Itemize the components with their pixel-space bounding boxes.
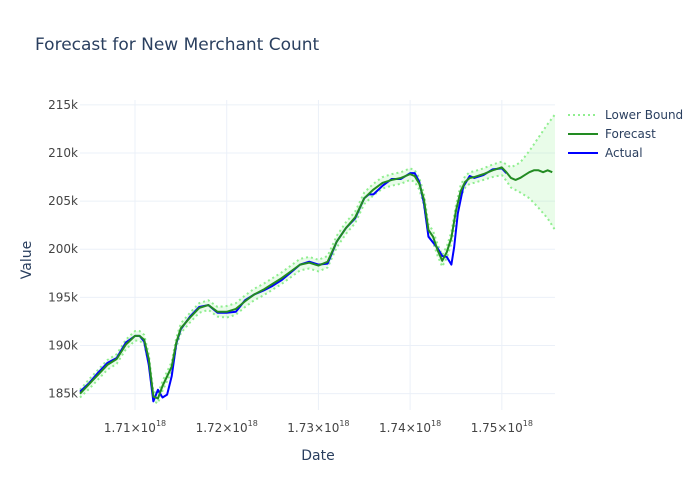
y-tick-label: 185k [48,387,78,401]
x-tick-label: 1.73×1018 [287,419,349,435]
x-tick-mantissa: 1.75 [471,421,498,435]
x-tick-label: 1.72×1018 [196,419,258,435]
legend-label: Actual [605,146,643,160]
legend-item-actual[interactable]: Actual [568,146,643,160]
x-tick-label: 1.74×1018 [379,419,441,435]
y-tick-label: 195k [48,290,78,304]
y-axis-title: Value [19,241,35,279]
y-tick-label: 215k [48,98,78,112]
x-tick-mantissa: 1.71 [104,421,131,435]
grid-layer [80,100,555,410]
x-tick-mantissa: 1.72 [196,421,223,435]
legend-item-lower-bound[interactable]: Lower Bound [568,108,683,122]
x-tick-exponent: 18 [248,419,258,428]
x-tick-multiplier: ×10 [497,421,522,435]
x-tick-multiplier: ×10 [222,421,247,435]
y-tick-label: 190k [48,338,78,352]
y-tick-label: 205k [48,194,78,208]
x-tick-exponent: 18 [156,419,166,428]
legend[interactable]: Lower Bound Forecast Actual [568,108,683,160]
y-tick-label: 210k [48,146,78,160]
x-tick-exponent: 18 [431,419,441,428]
x-tick-multiplier: ×10 [406,421,431,435]
y-tick-label: 200k [48,242,78,256]
x-tick-multiplier: ×10 [131,421,156,435]
x-tick-mantissa: 1.74 [379,421,406,435]
x-axis-title: Date [301,448,334,464]
x-tick-label: 1.71×1018 [104,419,166,435]
x-tick-mantissa: 1.73 [287,421,314,435]
x-tick-exponent: 18 [339,419,349,428]
series-layer [79,113,556,405]
forecast-line [79,166,553,400]
legend-label: Forecast [605,127,656,141]
x-tick-multiplier: ×10 [314,421,339,435]
chart-title: Forecast for New Merchant Count [35,35,320,55]
x-tick-label: 1.75×1018 [471,419,533,435]
legend-label: Lower Bound [605,108,683,122]
x-tick-exponent: 18 [523,419,533,428]
legend-item-forecast[interactable]: Forecast [568,127,656,141]
